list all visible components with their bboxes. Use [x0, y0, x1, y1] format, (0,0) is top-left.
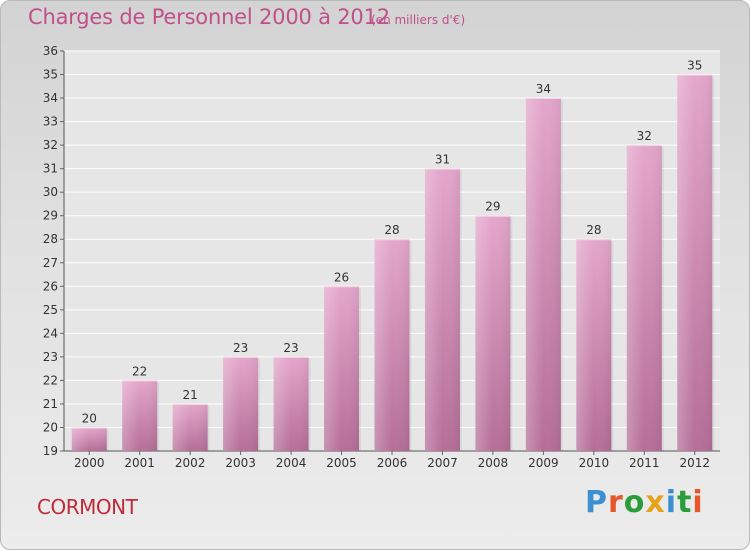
x-tick-label: 2012 [679, 456, 710, 470]
y-tick-label: 33 [43, 115, 58, 129]
brand-letter: P [585, 485, 608, 520]
data-label: 20 [82, 411, 97, 425]
bars [71, 74, 715, 451]
x-tick-label: 2007 [427, 456, 458, 470]
x-tick-label: 2003 [225, 456, 256, 470]
data-label: 23 [233, 341, 248, 355]
proxiti-logo: Proxiti [585, 485, 704, 520]
y-tick-label: 28 [43, 232, 58, 246]
y-tick-label: 32 [43, 138, 58, 152]
x-tick-label: 2006 [377, 456, 408, 470]
bar-highlight [424, 168, 460, 451]
bar-highlight [273, 356, 309, 451]
data-label: 28 [384, 223, 399, 237]
x-tick-label: 2010 [579, 456, 610, 470]
x-tick-label: 2005 [326, 456, 357, 470]
brand-letter: x [645, 485, 666, 520]
y-tick-label: 22 [43, 373, 58, 387]
brand-letter: i [692, 485, 704, 520]
brand-letter: o [623, 485, 646, 520]
y-tick-label: 29 [43, 209, 58, 223]
data-label: 34 [536, 82, 551, 96]
x-tick-label: 2011 [629, 456, 660, 470]
bar-highlight [223, 356, 259, 451]
chart-subtitle: (en milliers d'€) [371, 13, 466, 27]
y-tick-label: 36 [43, 44, 58, 58]
data-label: 22 [132, 364, 147, 378]
y-tick-label: 21 [43, 397, 58, 411]
y-tick-label: 26 [43, 279, 58, 293]
y-tick-label: 25 [43, 303, 58, 317]
y-tick-label: 35 [43, 68, 58, 82]
y-tick-label: 27 [43, 256, 58, 270]
bar-highlight [475, 215, 511, 451]
labels: 20 22 21 23 23 26 28 31 29 34 28 32 35 [82, 59, 703, 426]
bar-highlight [324, 286, 360, 451]
axes: 19 20 21 22 23 24 25 26 27 28 29 30 31 32 33 34 35 36 2000… [43, 44, 720, 470]
y-tick-label: 24 [43, 326, 58, 340]
y-tick-label: 30 [43, 185, 58, 199]
data-label: 21 [183, 388, 198, 402]
x-tick-label: 2004 [276, 456, 307, 470]
y-tick-label: 20 [43, 420, 58, 434]
y-tick-label: 23 [43, 350, 58, 364]
y-tick-label: 19 [43, 444, 58, 458]
x-tick-label: 2008 [478, 456, 509, 470]
data-label: 32 [637, 129, 652, 143]
bar-highlight [172, 403, 208, 451]
chart-title: Charges de Personnel 2000 à 2012 [28, 5, 390, 29]
data-label: 29 [485, 200, 500, 214]
bar-highlight [122, 380, 158, 451]
brand-letter: t [677, 485, 693, 520]
brand-letter: r [608, 485, 624, 520]
x-tick-label: 2001 [124, 456, 155, 470]
x-tick-label: 2009 [528, 456, 559, 470]
x-tick-label: 2000 [74, 456, 105, 470]
brand-letter: i [665, 485, 678, 520]
bar-highlight [576, 239, 612, 451]
bar-highlight [626, 145, 662, 451]
bar-highlight [71, 427, 107, 451]
x-tick-label: 2002 [175, 456, 206, 470]
data-label: 31 [435, 153, 450, 167]
y-tick-label: 34 [43, 91, 58, 105]
y-tick-label: 31 [43, 162, 58, 176]
data-label: 23 [283, 341, 298, 355]
bar-highlight [525, 98, 561, 451]
bar-highlight [374, 239, 410, 451]
commune-name: CORMONT [37, 495, 138, 519]
data-label: 28 [586, 223, 601, 237]
data-label: 35 [687, 59, 702, 73]
data-label: 26 [334, 270, 349, 284]
bar-highlight [677, 74, 713, 451]
